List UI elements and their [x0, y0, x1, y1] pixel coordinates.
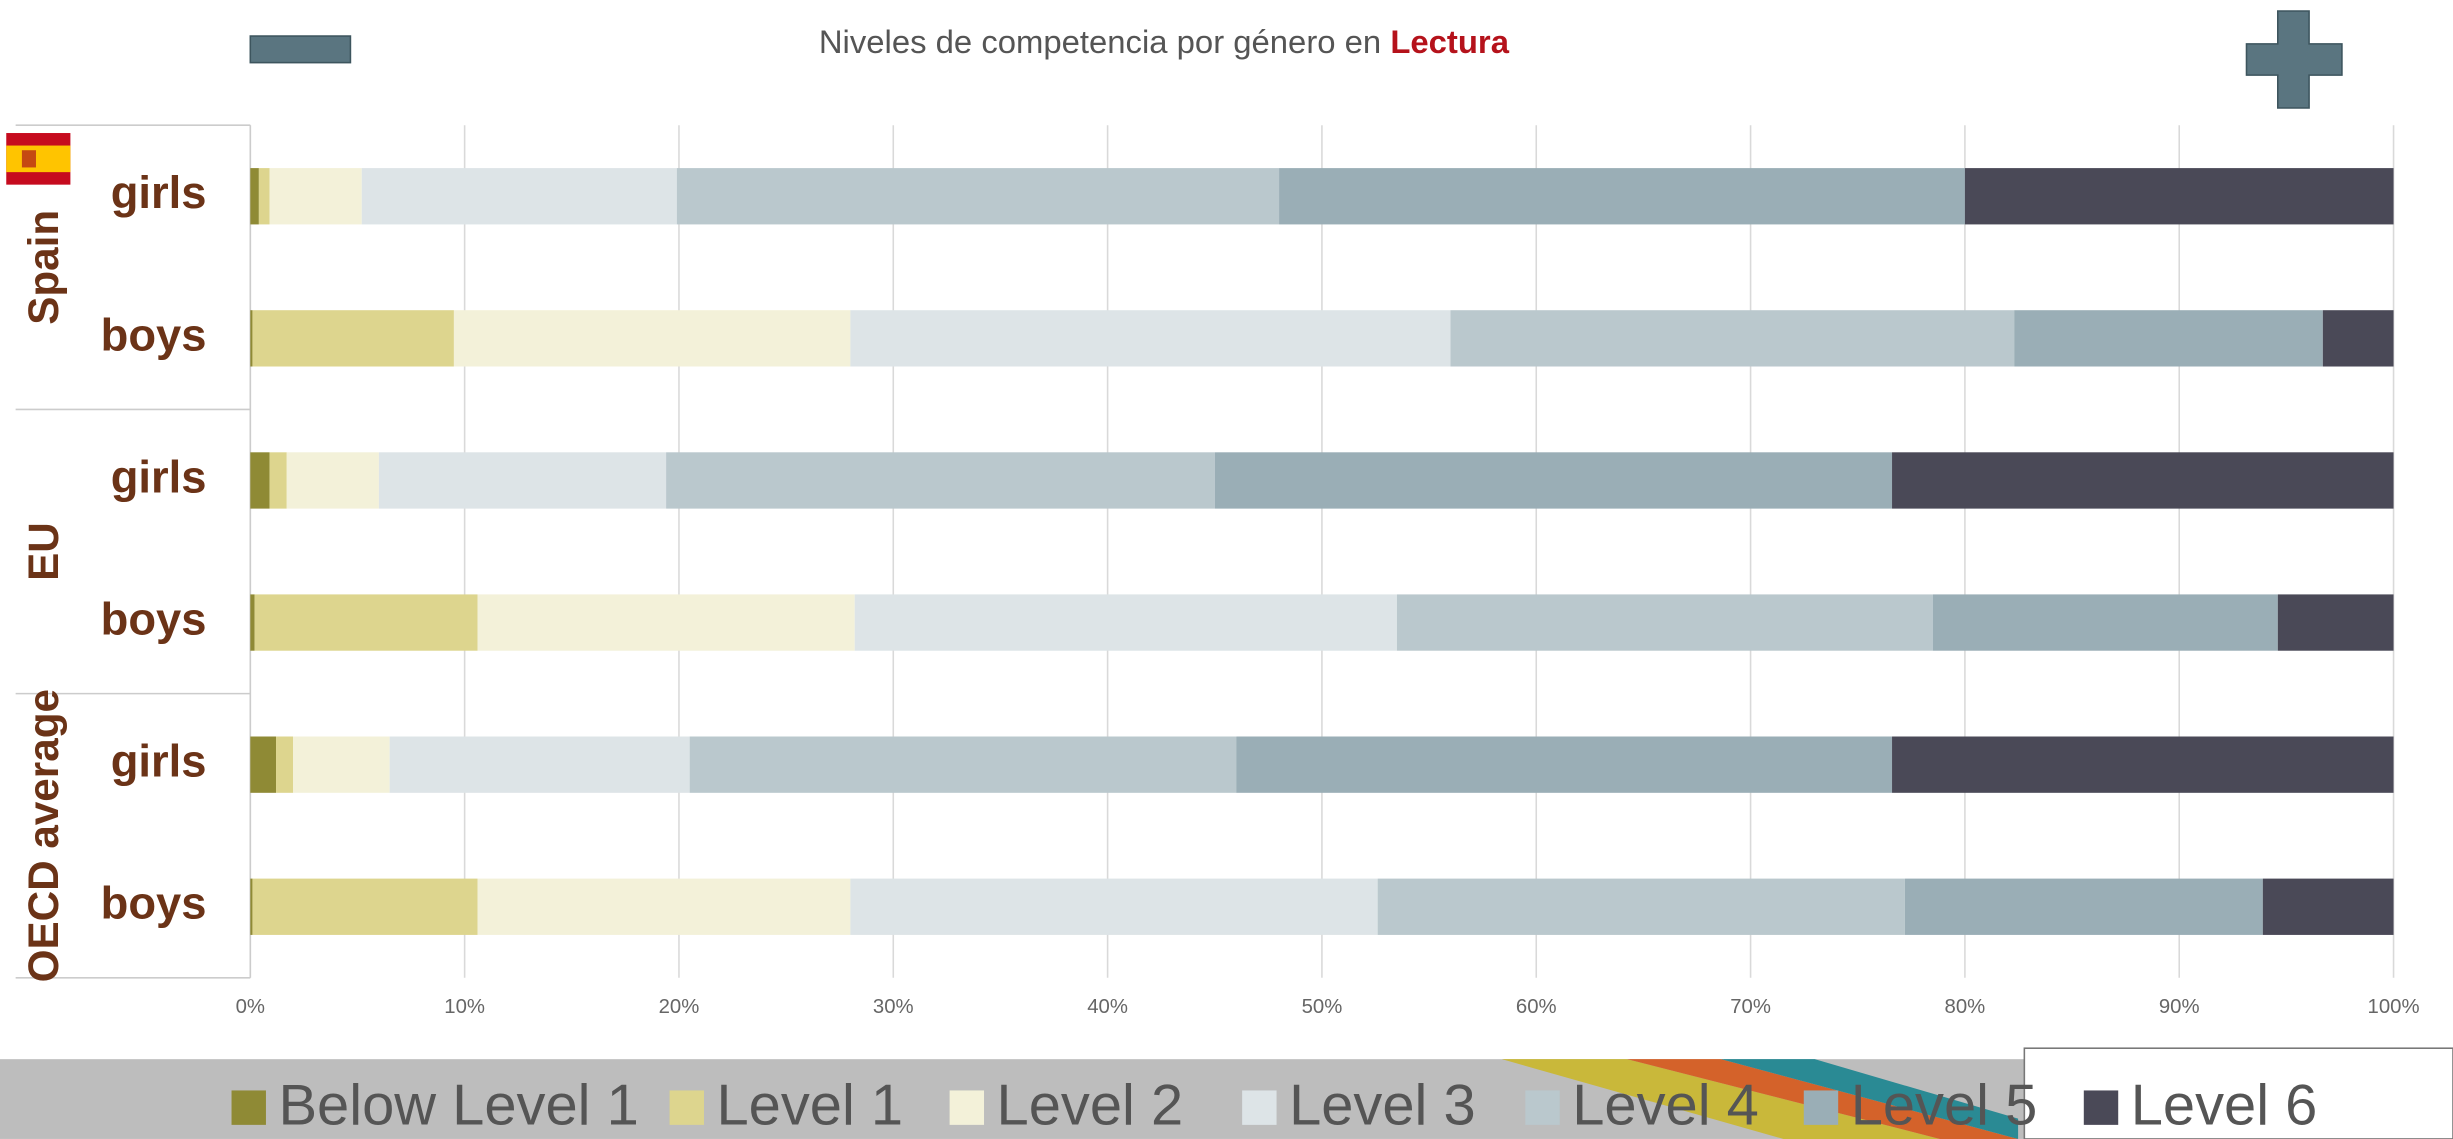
y-tick-label: boys: [101, 309, 207, 360]
plot-area: 0% 10% 20% 30% 40% 50% 60% 70% 80% 90% 100% Spain EU…: [15, 124, 2420, 1018]
legend-swatch: [1525, 1090, 1560, 1125]
bar-segment: [258, 168, 270, 225]
y-tick-label: boys: [101, 594, 207, 645]
bar-segment: [1892, 452, 2394, 509]
bar-segment: [286, 452, 379, 509]
flag: [6, 133, 71, 185]
legend-swatch: [231, 1090, 266, 1125]
bar-segment: [250, 878, 253, 935]
bar-segment: [361, 168, 677, 225]
x-tick-label: 20%: [659, 996, 700, 1018]
group-label: EU: [20, 522, 67, 581]
expand-button[interactable]: [2245, 10, 2343, 109]
bar-segment: [250, 168, 259, 225]
x-tick-label: 60%: [1516, 996, 1557, 1018]
x-tick-label: 30%: [873, 996, 914, 1018]
legend-swatch: [1803, 1090, 1839, 1125]
legend-swatch: [2083, 1090, 2119, 1125]
bar-segment: [250, 594, 255, 651]
bar-segment: [1932, 594, 2278, 651]
legend-label: Level 6: [2131, 1074, 2318, 1138]
legend-label: Level 5: [1851, 1074, 2038, 1138]
legend-swatch: [949, 1090, 985, 1125]
bar-segment: [453, 310, 851, 367]
y-tick-label: girls: [111, 451, 207, 502]
bar-segment: [1964, 168, 2394, 225]
legend-label: Level 4: [1572, 1074, 1759, 1138]
bar-segment: [2277, 594, 2394, 651]
bar-segment: [666, 452, 1215, 509]
footer: [0, 1047, 2453, 1139]
bar-segment: [1396, 594, 1933, 651]
bar-segment: [378, 452, 667, 509]
x-tick-label: 40%: [1087, 996, 1128, 1018]
x-tick-label: 100%: [2368, 996, 2420, 1018]
bar-segment: [1279, 168, 1965, 225]
bar-segment: [1904, 878, 2263, 935]
bar-segment: [1450, 310, 2015, 367]
bar-segment: [1892, 736, 2394, 793]
bar-segment: [2262, 878, 2394, 935]
bar-segment: [1236, 736, 1893, 793]
bar-segment: [850, 878, 1378, 935]
legend-label: Below Level 1: [278, 1074, 638, 1138]
bar-segment: [389, 736, 690, 793]
bar-segment: [676, 168, 1280, 225]
group-label: Spain: [20, 210, 67, 325]
bar-segment: [250, 310, 253, 367]
bar-segment: [689, 736, 1237, 793]
x-tick-label: 70%: [1730, 996, 1771, 1018]
bar-segment: [2014, 310, 2323, 367]
bar-segment: [252, 310, 454, 367]
bar-segment: [293, 736, 390, 793]
title-subject: Lectura: [1390, 23, 1509, 60]
bar-segment: [854, 594, 1397, 651]
bar-segment: [250, 452, 270, 509]
legend-label: Level 2: [997, 1074, 1184, 1138]
bar-segment: [477, 878, 851, 935]
title-text: Niveles de competencia por género en: [819, 23, 1381, 60]
bar-segment: [850, 310, 1451, 367]
bar-segment: [254, 594, 478, 651]
legend-swatch: [669, 1090, 704, 1125]
x-tick-label: 10%: [444, 996, 485, 1018]
bar-segment: [269, 452, 287, 509]
bar-segment: [1214, 452, 1893, 509]
legend-swatch: [1242, 1090, 1277, 1125]
x-tick-label: 80%: [1945, 996, 1986, 1018]
legend-label: Level 1: [717, 1074, 904, 1138]
y-tick-label: boys: [101, 878, 207, 929]
legend-label: Level 3: [1289, 1074, 1476, 1138]
bar-segment: [1377, 878, 1905, 935]
bar-segment: [276, 736, 294, 793]
bar-segment: [269, 168, 362, 225]
group-label: OECD average: [20, 689, 67, 982]
chart-title: Niveles de competencia por género en Lec…: [819, 23, 1510, 60]
bar-segment: [477, 594, 855, 651]
bar-segment: [252, 878, 478, 935]
y-tick-label: girls: [111, 736, 207, 787]
x-tick-label: 0%: [236, 996, 265, 1018]
bar-segment: [250, 736, 277, 793]
y-tick-label: girls: [111, 167, 207, 218]
x-tick-label: 90%: [2159, 996, 2200, 1018]
x-tick-label: 50%: [1302, 996, 1343, 1018]
collapse-button[interactable]: [249, 35, 352, 64]
bar-segment: [2322, 310, 2394, 367]
